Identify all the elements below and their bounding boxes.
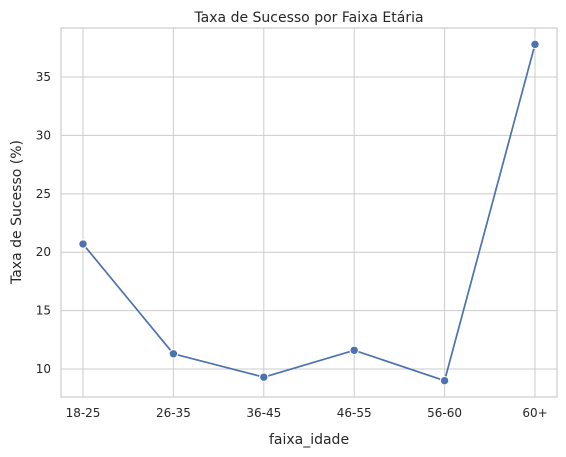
series-line [82, 43, 536, 382]
x-tick-label: 26-35 [156, 406, 191, 420]
y-tick-label: 20 [36, 245, 51, 259]
plot-frame [60, 27, 558, 398]
x-tick-label: 18-25 [66, 406, 101, 420]
data-point [439, 375, 450, 386]
x-tick-label: 36-45 [246, 406, 281, 420]
tick-labels: 18-25 26-35 36-45 46-55 56-60 60+ 10 15 20 25 30 35 [36, 70, 548, 420]
data-point [168, 349, 179, 359]
data-point [78, 239, 88, 249]
x-axis-label: faixa_idade [269, 432, 349, 448]
y-tick-label: 15 [36, 304, 51, 318]
x-tick-label: 56-60 [427, 406, 462, 420]
x-tick-label: 60+ [522, 406, 547, 420]
y-tick-label: 25 [36, 187, 51, 201]
data-point [530, 39, 540, 50]
series-layer [78, 39, 540, 386]
x-tick-label: 46-55 [337, 406, 372, 420]
y-tick-label: 30 [36, 128, 51, 142]
y-axis-label: Taxa de Sucesso (%) [9, 140, 25, 285]
chart-title: Taxa de Sucesso por Faixa Etária [193, 10, 423, 26]
y-tick-label: 35 [36, 70, 51, 84]
data-point [349, 345, 359, 355]
grid-lines [61, 28, 557, 397]
y-tick-label: 10 [36, 362, 51, 376]
data-point [259, 372, 269, 382]
